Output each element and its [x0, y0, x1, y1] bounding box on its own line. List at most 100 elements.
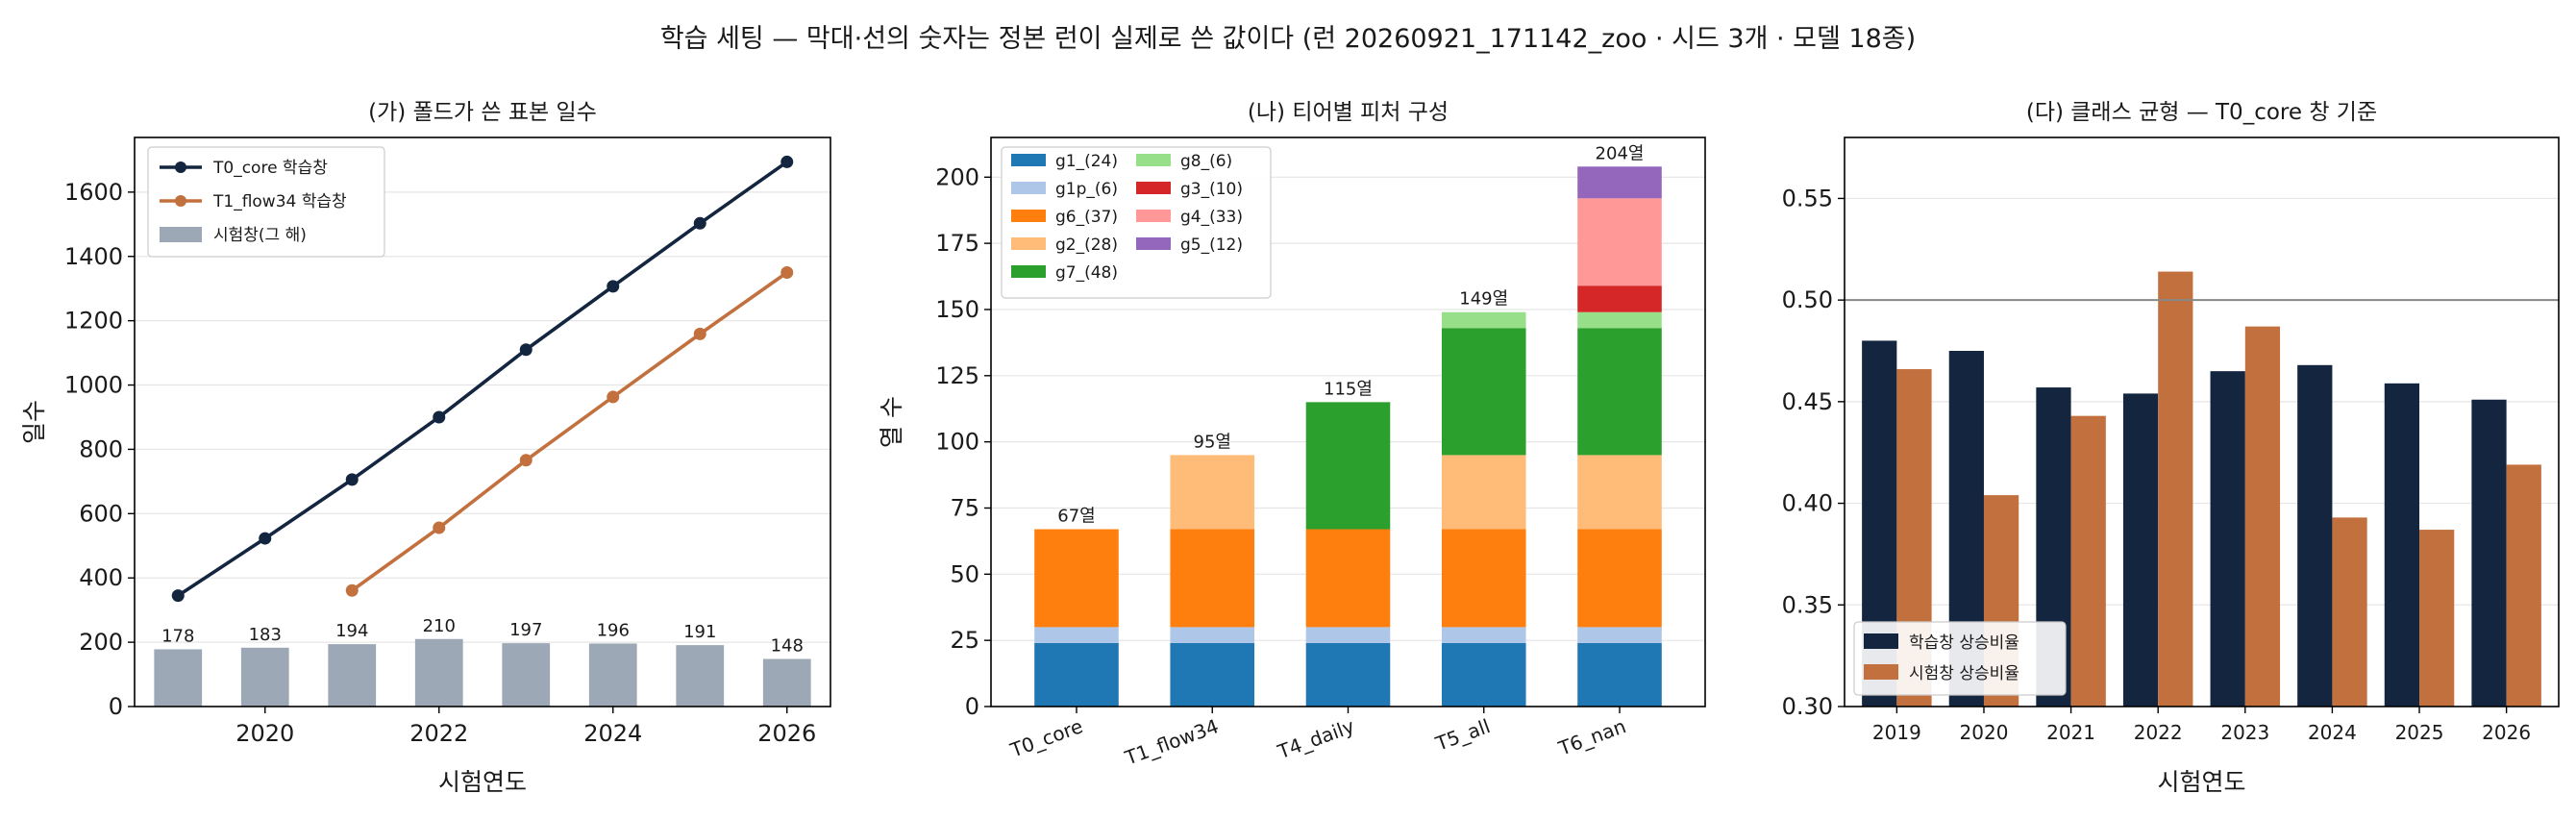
stack-segment-g124 — [1577, 642, 1662, 707]
y-tick-label: 1400 — [64, 243, 123, 270]
x-tick-label: 2020 — [1960, 721, 2009, 744]
panel-title: (다) 클래스 균형 — T0_core 창 기준 — [2026, 100, 2377, 125]
series-point — [693, 216, 706, 230]
y-tick-label: 600 — [79, 500, 123, 527]
x-tick-label: 2023 — [2220, 721, 2269, 744]
series-point — [171, 589, 185, 603]
x-tick-label: 2026 — [2482, 721, 2531, 744]
x-tick-label: T1_flow34 — [1121, 714, 1222, 770]
x-tick-label: T4_daily — [1274, 714, 1357, 763]
legend-swatch — [160, 227, 202, 242]
bar-value-label: 148 — [771, 635, 804, 656]
figure-suptitle: 학습 세팅 — 막대·선의 숫자는 정본 런이 실제로 쓴 값이다 (런 202… — [659, 24, 1917, 54]
stack-segment-g748 — [1305, 402, 1391, 530]
sample-bar — [676, 645, 725, 707]
legend-label: g3_(10) — [1180, 180, 1243, 199]
stack-segment-g86 — [1577, 311, 1662, 329]
y-tick-label: 0.50 — [1782, 286, 1833, 313]
y-tick-label: 150 — [935, 296, 979, 323]
y-tick-label: 800 — [79, 435, 123, 462]
sample-bar — [328, 644, 377, 707]
series-point — [519, 343, 533, 357]
stack-segment-g86 — [1441, 311, 1526, 329]
series-point — [607, 390, 620, 404]
bar-value-label: 197 — [509, 620, 542, 640]
train-ratio-bar — [2384, 383, 2420, 707]
bar-value-label: 196 — [597, 620, 630, 640]
panel-c: 0.30 0.35 0.40 0.45 0.50 0.55 2019 2020 2021 2022… — [1782, 100, 2560, 796]
sample-bar — [240, 647, 289, 707]
legend-swatch — [1864, 664, 1898, 680]
y-tick-label: 200 — [79, 629, 123, 656]
y-tick-label: 125 — [935, 362, 979, 389]
y-tick-label: 100 — [935, 429, 979, 456]
series-line-t0-core — [177, 160, 788, 598]
stack-segment-g310 — [1577, 285, 1662, 312]
stack-segment-g124 — [1034, 642, 1119, 707]
y-tick-label: 0 — [109, 693, 123, 720]
panel-title: (가) 폴드가 쓴 표본 일수 — [368, 100, 597, 125]
stack-segment-g433 — [1577, 198, 1662, 286]
stack-segment-g637 — [1577, 529, 1662, 628]
legend-box — [147, 146, 385, 258]
stack-segment-g228 — [1577, 455, 1662, 530]
legend-label: g5_(12) — [1180, 236, 1243, 255]
y-tick-label: 0.45 — [1782, 388, 1833, 415]
x-axis-label: 시험연도 — [438, 768, 527, 796]
stack-segment-g637 — [1305, 529, 1391, 628]
train-ratio-bar — [2122, 393, 2159, 707]
stack-segment-g1p6 — [1441, 627, 1526, 643]
y-axis-label: 일수 — [20, 400, 48, 444]
legend-marker — [175, 195, 186, 207]
bar-value-label: 183 — [249, 625, 282, 645]
legend-swatch — [1136, 237, 1171, 250]
x-axis-label: 시험연도 — [2157, 768, 2245, 796]
legend-label: T1_flow34 학습창 — [212, 192, 347, 211]
x-tick-label: 2020 — [235, 720, 294, 747]
plot-frame — [990, 136, 1706, 707]
sample-bar — [762, 658, 811, 707]
test-ratio-bar — [2244, 326, 2281, 707]
x-tick-label: 2025 — [2395, 721, 2444, 744]
y-tick-label: 75 — [950, 494, 979, 521]
legend-label: g1p_(6) — [1055, 180, 1118, 199]
y-tick-label: 50 — [950, 560, 979, 587]
series-point — [780, 155, 794, 168]
stack-segment-g124 — [1305, 642, 1391, 707]
train-ratio-bar — [2210, 371, 2245, 707]
y-tick-label: 1000 — [64, 372, 123, 399]
bar-value-label: 194 — [335, 621, 368, 641]
panel-title: (나) 티어별 피처 구성 — [1248, 100, 1449, 125]
legend-label: 학습창 상승비율 — [1909, 633, 2019, 653]
x-tick-label: 2021 — [2046, 721, 2095, 744]
sample-bar — [154, 649, 203, 707]
total-label: 67열 — [1057, 507, 1095, 527]
y-tick-label: 0 — [965, 693, 979, 720]
legend-label: g6_(37) — [1055, 208, 1118, 227]
legend-label: g1_(24) — [1055, 152, 1118, 171]
legend-swatch — [1136, 182, 1171, 194]
x-tick-label: 2019 — [1872, 721, 1921, 744]
series-point — [693, 327, 706, 340]
total-label: 95열 — [1194, 432, 1231, 452]
stack-segment-g1p6 — [1305, 627, 1391, 643]
y-tick-label: 175 — [935, 230, 979, 257]
test-ratio-bar — [2332, 517, 2367, 707]
train-ratio-bar — [2471, 399, 2507, 707]
x-tick-label: 2022 — [409, 720, 468, 747]
stack-segment-g637 — [1034, 529, 1119, 628]
test-ratio-bar — [2158, 271, 2193, 707]
legend-label: g2_(28) — [1055, 236, 1118, 255]
panel-b: 0 25 50 75 100 125 150 175 200 67열 T0_core 95열 T1_fl… — [878, 100, 1706, 770]
sample-bar — [414, 638, 463, 707]
sample-bar — [502, 643, 551, 707]
stack-segment-g228 — [1170, 455, 1255, 530]
sample-bar — [588, 643, 637, 707]
legend-box — [1853, 621, 2067, 696]
series-point — [345, 473, 359, 486]
legend-swatch — [1136, 154, 1171, 166]
legend-label: T0_core 학습창 — [212, 159, 328, 178]
